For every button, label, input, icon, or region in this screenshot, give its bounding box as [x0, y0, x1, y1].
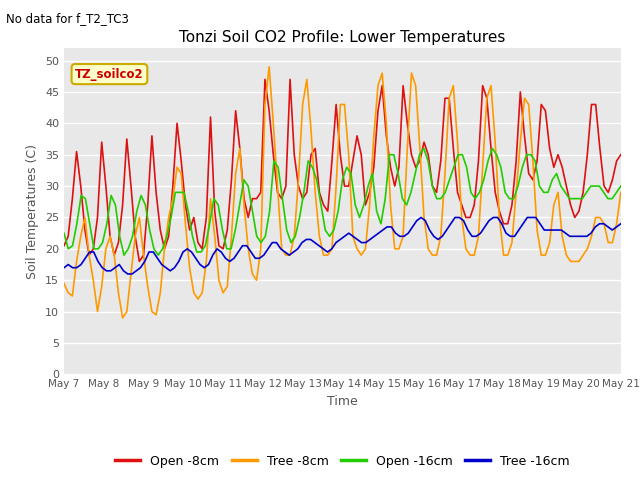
X-axis label: Time: Time	[327, 395, 358, 408]
Text: No data for f_T2_TC3: No data for f_T2_TC3	[6, 12, 129, 25]
Y-axis label: Soil Temperatures (C): Soil Temperatures (C)	[26, 144, 40, 279]
Title: Tonzi Soil CO2 Profile: Lower Temperatures: Tonzi Soil CO2 Profile: Lower Temperatur…	[179, 30, 506, 46]
Legend: Open -8cm, Tree -8cm, Open -16cm, Tree -16cm: Open -8cm, Tree -8cm, Open -16cm, Tree -…	[110, 450, 575, 473]
Text: TZ_soilco2: TZ_soilco2	[75, 68, 144, 81]
